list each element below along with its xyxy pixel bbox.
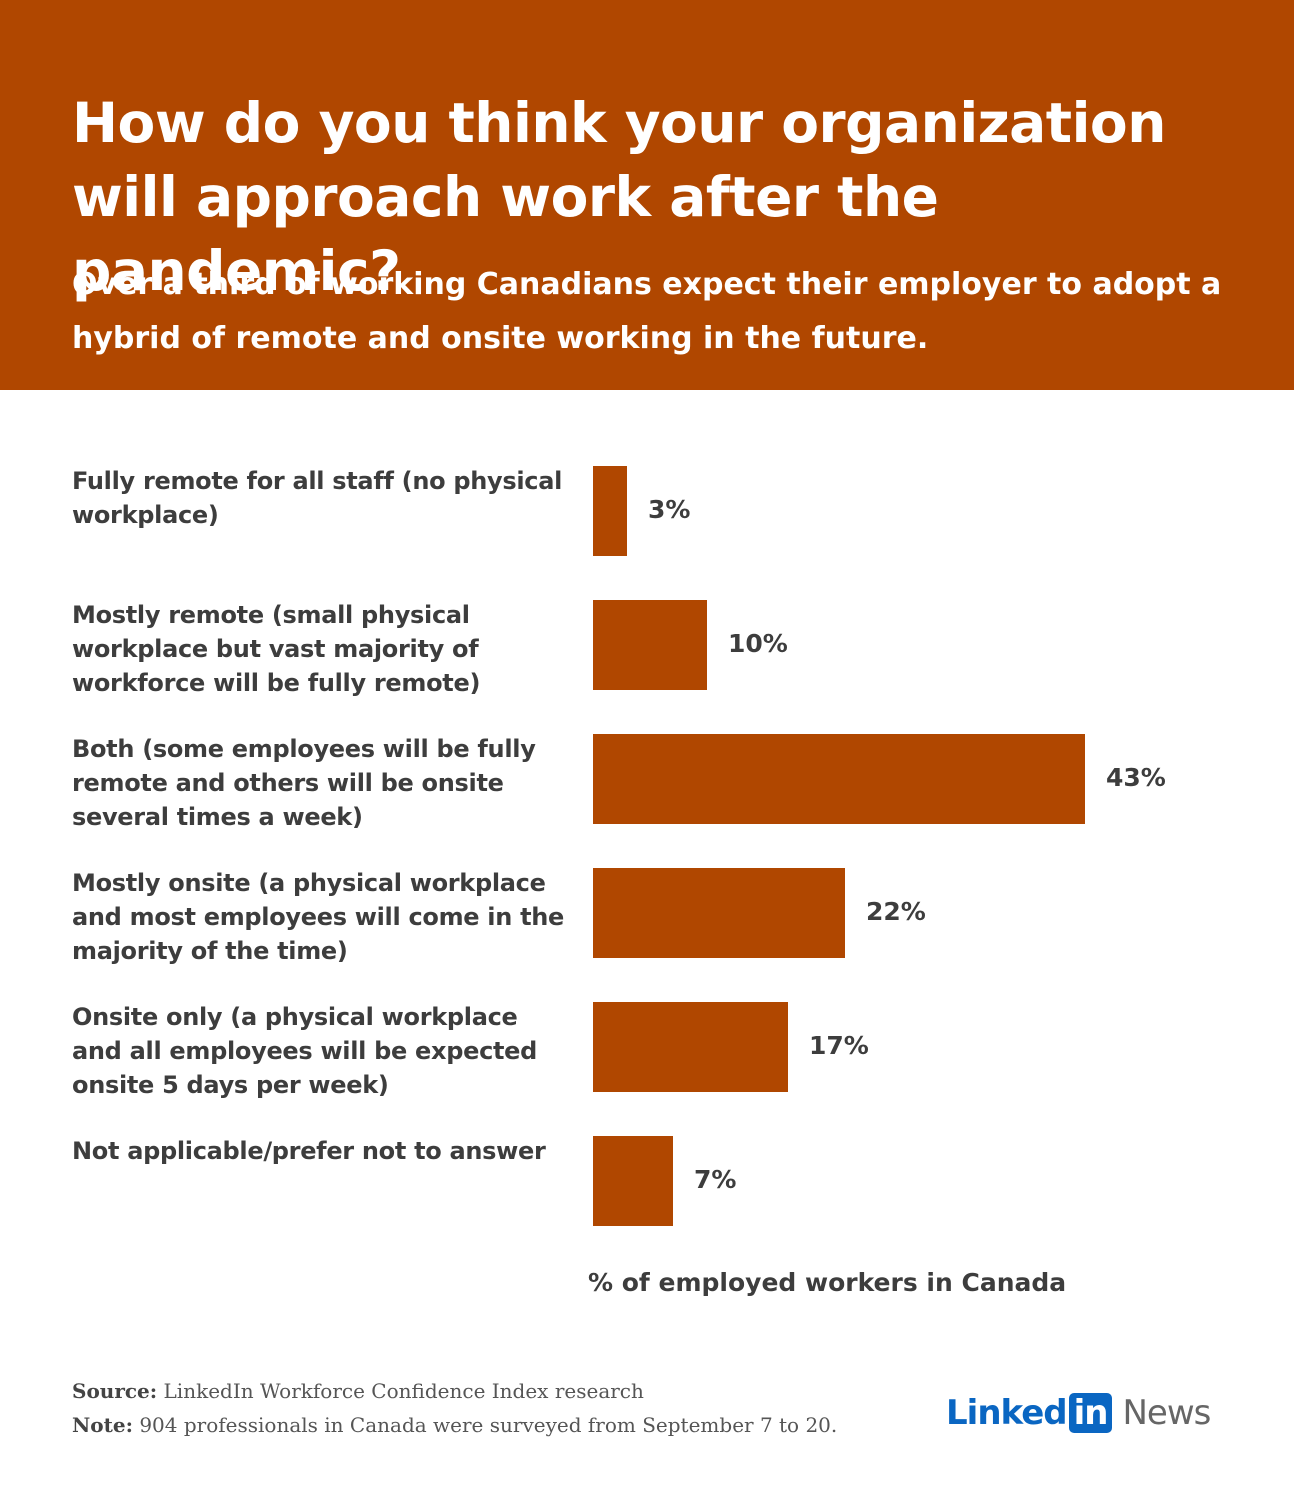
value-label: 10%: [728, 629, 788, 658]
source-key: Source:: [72, 1379, 158, 1403]
category-label: Both (some employees will be fully remot…: [72, 735, 536, 831]
note-key: Note:: [72, 1413, 133, 1437]
category-label: Onsite only (a physical workplace and al…: [72, 1003, 538, 1099]
category-label: Not applicable/prefer not to answer: [72, 1137, 546, 1165]
value-label: 22%: [866, 897, 926, 926]
note-text: 904 professionals in Canada were surveye…: [132, 1413, 838, 1437]
header-banner: How do you think your organization will …: [0, 0, 1294, 390]
footer-notes: Source: LinkedIn Workforce Confidence In…: [72, 1374, 892, 1442]
linkedin-news-logo: Linked in News: [946, 1390, 1211, 1436]
category-label: Fully remote for all staff (no physical …: [72, 467, 563, 529]
x-axis-label: % of employed workers in Canada: [588, 1268, 1067, 1297]
logo-news-text: News: [1122, 1393, 1211, 1433]
source-line: Source: LinkedIn Workforce Confidence In…: [72, 1374, 892, 1408]
value-label: 7%: [694, 1165, 737, 1194]
source-text: LinkedIn Workforce Confidence Index rese…: [157, 1379, 644, 1403]
logo-linked-text: Linked: [946, 1393, 1068, 1433]
bar: [593, 1136, 673, 1226]
bar-chart: Fully remote for all staff (no physical …: [0, 440, 1294, 1260]
bar: [593, 734, 1085, 824]
bar: [593, 1002, 788, 1092]
category-label: Mostly onsite (a physical workplace and …: [72, 869, 565, 965]
chart-title: How do you think your organization will …: [72, 91, 1166, 303]
bar: [593, 600, 707, 690]
logo-in-badge: in: [1068, 1393, 1113, 1433]
value-label: 43%: [1106, 763, 1166, 792]
chart-subtitle: Over a third of working Canadians expect…: [72, 267, 1222, 356]
value-label: 17%: [809, 1031, 869, 1060]
bar: [593, 868, 845, 958]
bar: [593, 466, 627, 556]
category-label: Mostly remote (small physical workplace …: [72, 601, 481, 697]
value-label: 3%: [648, 495, 691, 524]
note-line: Note: 904 professionals in Canada were s…: [72, 1408, 892, 1442]
